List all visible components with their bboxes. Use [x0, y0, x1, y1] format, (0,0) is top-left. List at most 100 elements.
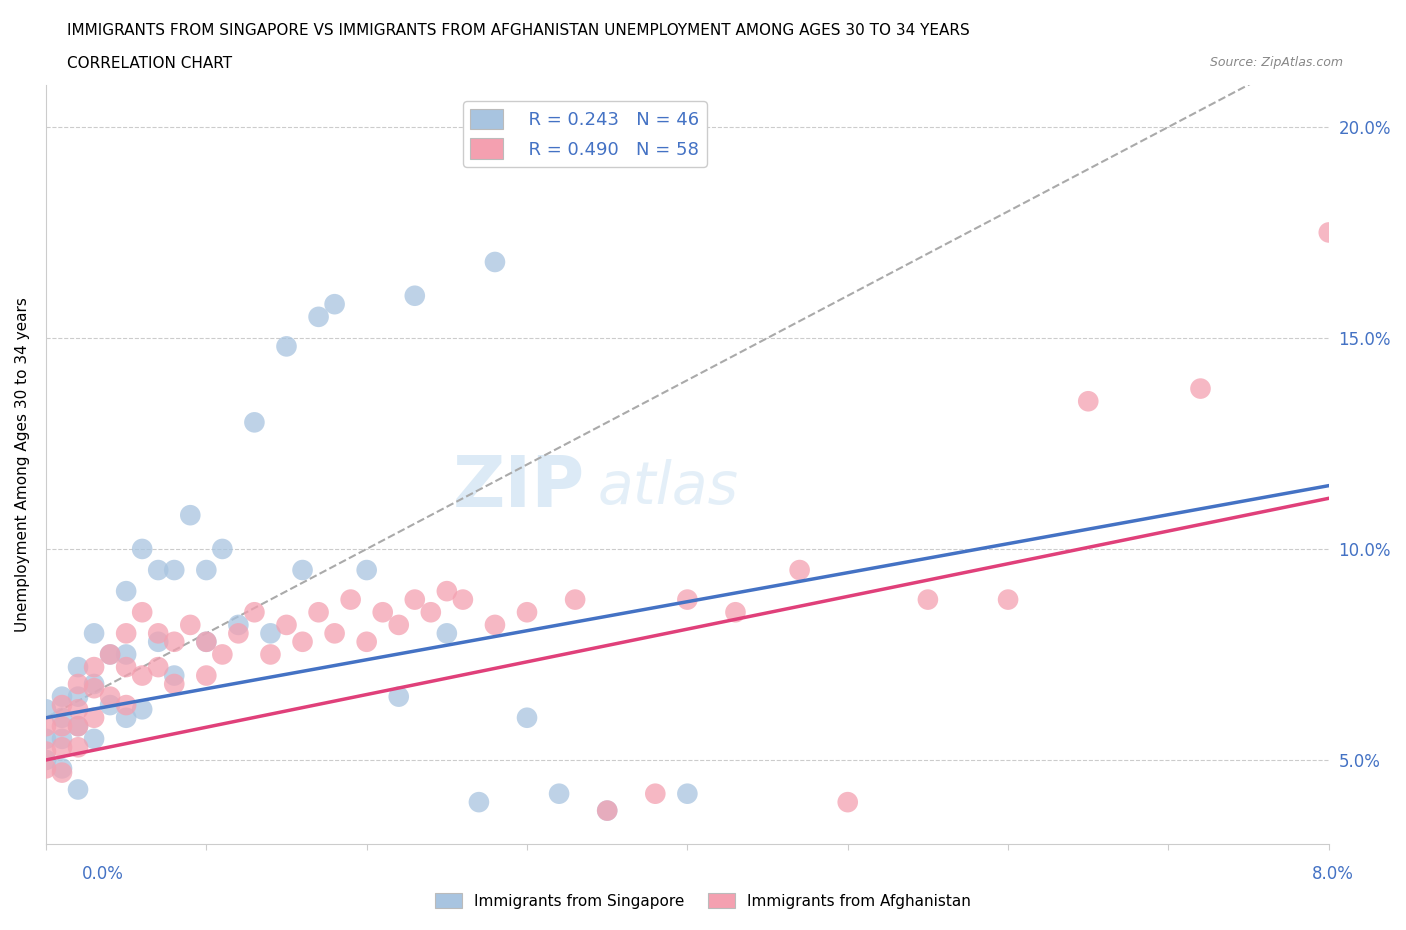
Point [259, 626, 281, 641]
Text: ZIP: ZIP [453, 453, 585, 522]
Point [51, 761, 73, 776]
Point [291, 634, 314, 649]
Point [51, 689, 73, 704]
Point [98, 647, 121, 662]
Point [148, 563, 170, 578]
Point [179, 618, 201, 632]
Point [163, 676, 186, 691]
Point [115, 626, 138, 641]
Point [35, 752, 58, 767]
Point [35, 761, 58, 776]
Point [484, 618, 506, 632]
Point [115, 711, 138, 725]
Point [35, 719, 58, 734]
Point [83, 676, 105, 691]
Point [67, 676, 90, 691]
Point [51, 740, 73, 755]
Point [131, 541, 153, 556]
Point [451, 592, 474, 607]
Point [291, 563, 314, 578]
Point [179, 508, 201, 523]
Point [388, 618, 411, 632]
Point [323, 626, 346, 641]
Text: 8.0%: 8.0% [1312, 865, 1354, 883]
Point [468, 795, 491, 810]
Legend:   R = 0.243   N = 46,   R = 0.490   N = 58: R = 0.243 N = 46, R = 0.490 N = 58 [463, 101, 706, 166]
Point [404, 592, 426, 607]
Point [148, 626, 170, 641]
Point [228, 626, 250, 641]
Point [211, 541, 233, 556]
Point [276, 618, 298, 632]
Point [51, 719, 73, 734]
Point [484, 255, 506, 270]
Text: IMMIGRANTS FROM SINGAPORE VS IMMIGRANTS FROM AFGHANISTAN UNEMPLOYMENT AMONG AGES: IMMIGRANTS FROM SINGAPORE VS IMMIGRANTS … [67, 23, 970, 38]
Point [997, 592, 1019, 607]
Point [51, 765, 73, 780]
Point [436, 626, 458, 641]
Point [131, 604, 153, 619]
Point [436, 584, 458, 599]
Point [644, 786, 666, 801]
Point [98, 698, 121, 712]
Point [115, 584, 138, 599]
Point [371, 604, 394, 619]
Point [419, 604, 441, 619]
Point [1189, 381, 1212, 396]
Point [308, 604, 330, 619]
Text: CORRELATION CHART: CORRELATION CHART [67, 56, 232, 71]
Point [83, 626, 105, 641]
Point [51, 698, 73, 712]
Point [83, 659, 105, 674]
Point [211, 647, 233, 662]
Point [1317, 225, 1340, 240]
Point [51, 711, 73, 725]
Point [195, 634, 218, 649]
Point [676, 592, 699, 607]
Point [35, 744, 58, 759]
Point [195, 668, 218, 683]
Point [339, 592, 361, 607]
Point [35, 702, 58, 717]
Point [67, 702, 90, 717]
Point [67, 689, 90, 704]
Point [163, 668, 186, 683]
Point [676, 786, 699, 801]
Point [35, 731, 58, 746]
Point [564, 592, 586, 607]
Legend: Immigrants from Singapore, Immigrants from Afghanistan: Immigrants from Singapore, Immigrants fr… [429, 886, 977, 915]
Point [67, 719, 90, 734]
Point [837, 795, 859, 810]
Point [356, 563, 378, 578]
Point [596, 804, 619, 818]
Point [131, 702, 153, 717]
Point [67, 659, 90, 674]
Point [548, 786, 571, 801]
Point [83, 731, 105, 746]
Text: 0.0%: 0.0% [82, 865, 124, 883]
Point [276, 339, 298, 353]
Point [98, 647, 121, 662]
Point [323, 297, 346, 312]
Point [83, 711, 105, 725]
Point [83, 681, 105, 696]
Point [163, 634, 186, 649]
Point [243, 415, 266, 430]
Point [115, 647, 138, 662]
Point [789, 563, 811, 578]
Y-axis label: Unemployment Among Ages 30 to 34 years: Unemployment Among Ages 30 to 34 years [15, 297, 30, 632]
Point [195, 563, 218, 578]
Point [67, 719, 90, 734]
Point [228, 618, 250, 632]
Point [516, 604, 538, 619]
Point [67, 740, 90, 755]
Point [917, 592, 939, 607]
Point [388, 689, 411, 704]
Point [596, 804, 619, 818]
Point [404, 288, 426, 303]
Point [516, 711, 538, 725]
Point [67, 782, 90, 797]
Point [724, 604, 747, 619]
Point [195, 634, 218, 649]
Point [148, 634, 170, 649]
